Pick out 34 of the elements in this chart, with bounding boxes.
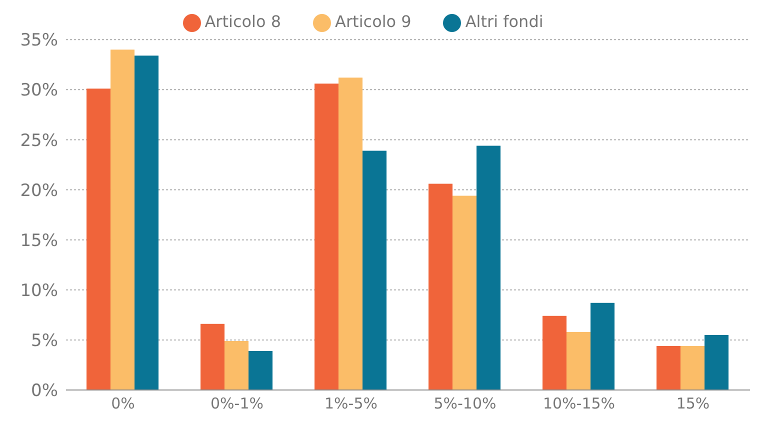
x-tick-label: 15% bbox=[676, 394, 710, 413]
bar bbox=[86, 88, 111, 390]
bar bbox=[248, 350, 273, 390]
x-tick-label: 1%-5% bbox=[324, 394, 378, 413]
bar bbox=[704, 334, 729, 390]
bar bbox=[566, 332, 591, 390]
bar bbox=[656, 346, 681, 390]
bar bbox=[452, 196, 477, 390]
bar bbox=[134, 56, 159, 390]
bar bbox=[476, 146, 501, 390]
bar bbox=[428, 184, 453, 390]
legend-label: Articolo 8 bbox=[204, 12, 282, 31]
y-tick-label: 5% bbox=[31, 330, 58, 351]
bar bbox=[542, 316, 567, 390]
bar bbox=[224, 340, 249, 390]
bar bbox=[338, 78, 363, 390]
x-tick-label: 10%-15% bbox=[542, 394, 616, 413]
bar bbox=[110, 50, 135, 390]
legend-label: Articolo 9 bbox=[335, 12, 412, 31]
bar bbox=[314, 84, 339, 390]
bar bbox=[362, 150, 387, 390]
legend-label: Altri fondi bbox=[465, 12, 544, 31]
y-tick-label: 10% bbox=[20, 280, 58, 301]
y-tick-label: 15% bbox=[20, 230, 58, 251]
x-tick-label: 0%-1% bbox=[210, 394, 264, 413]
y-tick-label: 35% bbox=[20, 30, 58, 51]
x-tick-label: 5%-10% bbox=[434, 394, 496, 413]
y-tick-label: 25% bbox=[20, 130, 58, 151]
bar bbox=[680, 346, 705, 390]
bar bbox=[200, 324, 225, 390]
bar bbox=[590, 302, 615, 390]
x-tick-label: 0% bbox=[111, 394, 135, 413]
y-tick-label: 30% bbox=[20, 80, 58, 101]
y-tick-label: 20% bbox=[20, 180, 58, 201]
